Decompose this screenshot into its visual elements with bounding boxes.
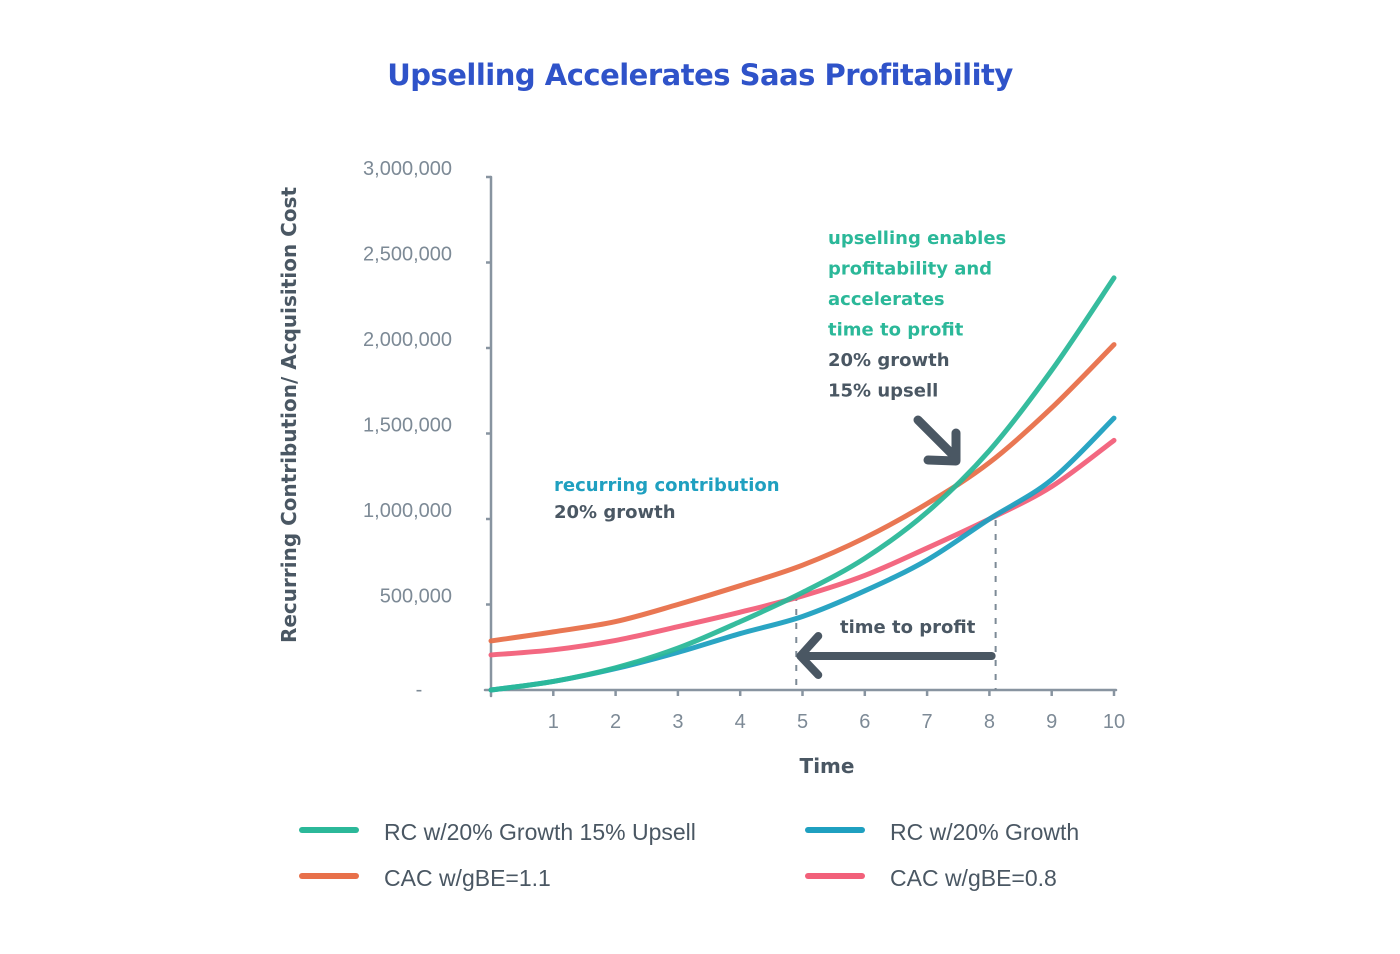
x-tick-label: 3 (672, 711, 683, 733)
time-to-profit-guides (795, 520, 997, 690)
legend-label: RC w/20% Growth 15% Upsell (384, 819, 696, 845)
y-tick-label: 2,000,000 (363, 329, 452, 351)
annotations: upselling enables profitability and accele… (554, 228, 1006, 679)
legend: RC w/20% Growth 15% Upsell RC w/20% Growt… (299, 819, 1079, 891)
arrow-left-head-icon (796, 632, 823, 679)
arrow-down-right-icon (913, 415, 960, 462)
x-tick-label: 5 (797, 711, 808, 733)
tick-labels: - 500,000 1,000,000 1,500,000 2,000,000 2,500… (363, 158, 1125, 733)
x-tick-label: 2 (610, 711, 621, 733)
x-tick-label: 8 (984, 711, 995, 733)
series-line-cac-w-gbe-0-8 (488, 437, 1117, 658)
axes (483, 175, 1118, 698)
x-tick-label: 6 (859, 711, 870, 733)
y-tick-label: 500,000 (380, 586, 452, 608)
chart-title: Upselling Accelerates Saas Profitability (387, 58, 1013, 92)
annotation-upsell-line: 15% upsell (828, 381, 938, 402)
y-tick-label: 2,500,000 (363, 244, 452, 266)
annotation-rc-line: recurring contribution (554, 475, 780, 496)
y-axis-title: Recurring Contribution/ Acquisition Cost (277, 187, 301, 643)
y-tick-label: - (416, 679, 423, 701)
series-lines (488, 275, 1117, 693)
annotation-rc-line: 20% growth (554, 502, 676, 523)
series-line-cac-w-gbe-1-1 (488, 342, 1117, 644)
y-tick-label: 1,000,000 (363, 500, 452, 522)
legend-label: CAC w/gBE=0.8 (890, 865, 1057, 891)
y-tick-label: 3,000,000 (363, 158, 452, 180)
x-tick-label: 7 (922, 711, 933, 733)
x-axis-title: Time (800, 754, 855, 778)
annotation-upsell-line: 20% growth (828, 350, 950, 371)
annotation-upsell-line: time to profit (828, 320, 964, 341)
y-tick-label: 1,500,000 (363, 415, 452, 437)
x-tick-label: 4 (735, 711, 746, 733)
x-tick-label: 9 (1046, 711, 1057, 733)
annotation-time-to-profit: time to profit (840, 617, 976, 638)
x-tick-label: 10 (1103, 711, 1125, 733)
annotation-upsell-line: upselling enables (828, 228, 1006, 249)
legend-label: CAC w/gBE=1.1 (384, 865, 551, 891)
annotation-upsell-line: profitability and (828, 259, 992, 280)
annotation-upsell-line: accelerates (828, 289, 945, 310)
series-line-rc-w-20-growth-15-upsell (488, 275, 1117, 693)
legend-label: RC w/20% Growth (890, 819, 1079, 845)
arrow-head-icon (923, 428, 961, 466)
x-tick-label: 1 (548, 711, 559, 733)
